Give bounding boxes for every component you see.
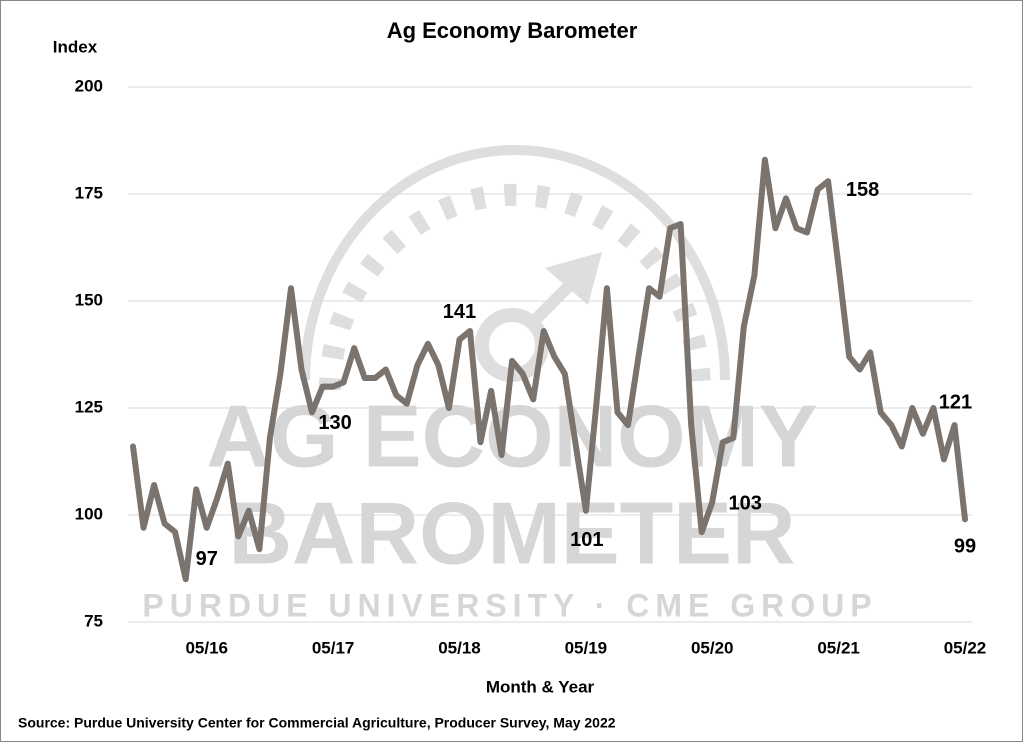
data-label: 99 (954, 536, 976, 558)
y-axis-label: Index (53, 37, 98, 56)
grid (128, 86, 972, 623)
data-label: 103 (729, 492, 762, 514)
x-tick-label: 05/16 (185, 638, 228, 657)
source-note: Source: Purdue University Center for Com… (18, 715, 616, 731)
x-tick-label: 05/17 (312, 638, 355, 657)
data-label: 97 (196, 548, 218, 570)
watermark-text: PURDUE UNIVERSITY · CME GROUP (142, 587, 877, 623)
x-tick-label: 05/18 (438, 638, 481, 657)
x-axis-label: Month & Year (486, 677, 595, 696)
y-tick-label: 100 (75, 504, 103, 523)
chart-title: Ag Economy Barometer (387, 18, 638, 43)
watermark-text: AG ECONOMY (206, 386, 817, 485)
y-tick-label: 150 (75, 290, 103, 309)
data-line (130, 156, 968, 583)
data-label: 141 (443, 301, 476, 323)
y-tick-label: 75 (84, 611, 103, 630)
x-tick-label: 05/20 (691, 638, 734, 657)
y-tick-label: 200 (75, 76, 103, 95)
y-tick-label: 125 (75, 397, 103, 416)
x-tick-label: 05/19 (565, 638, 608, 657)
data-label: 158 (846, 179, 879, 201)
x-tick-label: 05/22 (944, 638, 987, 657)
x-tick-label: 05/21 (817, 638, 860, 657)
data-label: 121 (939, 391, 972, 413)
data-label: 130 (318, 412, 351, 434)
data-label: 101 (570, 529, 603, 551)
y-tick-label: 175 (75, 183, 103, 202)
